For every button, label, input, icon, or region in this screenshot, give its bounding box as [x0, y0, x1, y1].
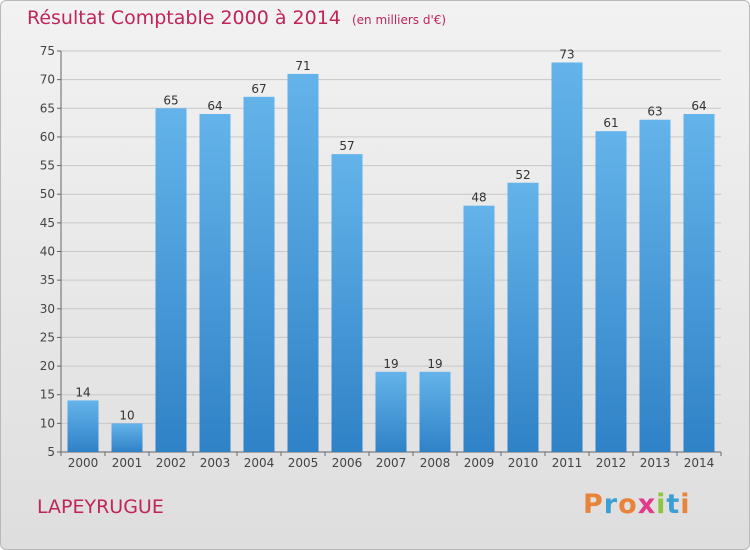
y-tick-label: 45	[40, 216, 55, 230]
bar-2005	[287, 73, 319, 453]
y-tick-label: 70	[40, 73, 55, 87]
bar-2011	[551, 62, 583, 452]
place-name: LAPEYRUGUE	[37, 496, 164, 518]
value-label: 61	[603, 116, 618, 130]
bar-2000	[67, 400, 99, 452]
x-tick-label: 2010	[508, 456, 539, 470]
y-tick-label: 35	[40, 273, 55, 287]
y-tick-label: 50	[40, 187, 55, 201]
bar-2012	[595, 131, 627, 452]
value-label: 65	[163, 93, 178, 107]
value-label: 64	[207, 99, 222, 113]
value-label: 19	[427, 357, 442, 371]
value-label: 10	[119, 408, 134, 422]
bar-2013	[639, 119, 671, 452]
value-label: 71	[295, 59, 310, 73]
title-text: Résultat Comptable 2000 à 2014	[27, 7, 341, 29]
logo-letter: t	[666, 489, 681, 520]
x-tick-label: 2004	[244, 456, 275, 470]
x-tick-label: 2006	[332, 456, 363, 470]
value-label: 52	[515, 168, 530, 182]
logo-letter: P	[583, 489, 604, 520]
value-label: 64	[691, 99, 706, 113]
value-label: 63	[647, 105, 662, 119]
bars	[67, 62, 715, 453]
bar-2006	[331, 154, 363, 452]
y-tick-label: 40	[40, 245, 55, 259]
value-label: 73	[559, 47, 574, 61]
x-tick-label: 2002	[156, 456, 187, 470]
x-tick-label: 2011	[552, 456, 583, 470]
labels: 14 2000 10 2001 65 2002 64 2003 67 2004 71 2005 57 20…	[68, 47, 715, 470]
y-tick-label: 15	[40, 388, 55, 402]
bar-2003	[199, 114, 231, 452]
logo-letter: x	[637, 489, 657, 520]
subtitle-text: (en milliers d'€)	[351, 13, 447, 27]
value-label: 67	[251, 82, 266, 96]
y-tick-label: 55	[40, 159, 55, 173]
bar-2009	[463, 205, 495, 452]
y-tick-label: 10	[40, 416, 55, 430]
bar-2008	[419, 371, 451, 452]
value-label: 57	[339, 139, 354, 153]
x-tick-label: 2007	[376, 456, 407, 470]
bar-2014	[683, 114, 715, 452]
bar-2010	[507, 182, 539, 452]
x-tick-label: 2003	[200, 456, 231, 470]
x-tick-label: 2000	[68, 456, 99, 470]
bar-2007	[375, 371, 407, 452]
x-tick-label: 2005	[288, 456, 319, 470]
logo-letter: i	[680, 489, 691, 520]
proxiti-logo: Proxiti	[583, 489, 691, 520]
y-tick-label: 20	[40, 359, 55, 373]
x-tick-label: 2013	[640, 456, 671, 470]
y-tick-label: 65	[40, 101, 55, 115]
logo-letter: o	[618, 489, 638, 520]
x-tick-label: 2012	[596, 456, 627, 470]
logo-letter: r	[603, 489, 619, 520]
x-tick-label: 2014	[684, 456, 715, 470]
x-tick-label: 2008	[420, 456, 451, 470]
bar-2004	[243, 96, 275, 452]
y-tick-label: 30	[40, 302, 55, 316]
logo-letter: i	[656, 489, 667, 520]
y-tick-label: 25	[40, 330, 55, 344]
value-label: 19	[383, 357, 398, 371]
bar-2001	[111, 423, 143, 452]
value-label: 14	[75, 385, 90, 399]
y-tick-label: 75	[40, 44, 55, 58]
y-tick-label: 5	[47, 445, 55, 459]
x-tick-label: 2001	[112, 456, 143, 470]
chart-title: Résultat Comptable 2000 à 2014 (en milli…	[27, 7, 446, 29]
y-tick-label: 60	[40, 130, 55, 144]
x-tick-label: 2009	[464, 456, 495, 470]
value-label: 48	[471, 191, 486, 205]
bar-2002	[155, 108, 187, 453]
